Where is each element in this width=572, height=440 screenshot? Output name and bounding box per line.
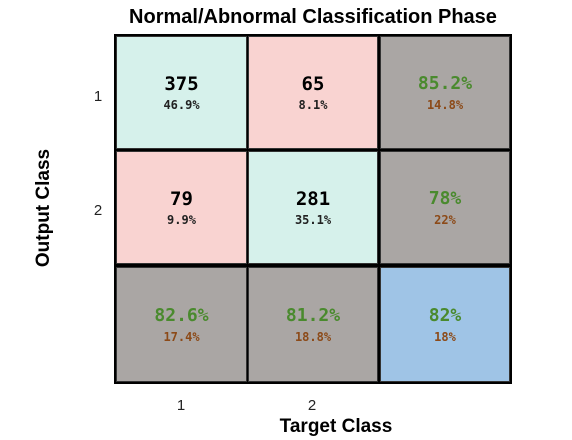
summary-error: 17.4% [163,329,200,344]
y-tick-2: 2 [93,201,103,219]
cell-percent: 35.1% [294,212,332,227]
cell-percent: 46.9% [163,97,200,112]
summary-error: 18% [434,329,456,344]
cell-r1-c2: 65 8.1% [248,36,378,149]
cell-percent: 8.1% [298,97,328,112]
summary-error: 22% [434,212,456,227]
col-summary-1: 82.6% 17.4% [116,267,247,382]
cell-r2-c1: 79 9.9% [116,151,247,264]
summary-correct: 78% [428,187,462,209]
summary-error: 14.8% [426,97,464,112]
y-tick-1: 1 [93,87,103,105]
summary-error: 18.8% [294,329,332,344]
cell-r2-c2: 281 35.1% [248,151,378,264]
chart-title: Normal/Abnormal Classification Phase [129,5,497,28]
cell-r1-c1: 375 46.9% [116,36,247,149]
summary-correct: 81.2% [285,304,341,326]
col-summary-2: 81.2% 18.8% [248,267,378,382]
confusion-matrix: 375 46.9% 65 8.1% 85.2% 14.8% 79 9.9% 28… [114,34,512,384]
cell-count: 65 [301,72,325,95]
summary-correct: 85.2% [417,72,473,94]
row-summary-2: 78% 22% [380,151,510,264]
row-summary-1: 85.2% 14.8% [380,36,510,149]
x-axis-label: Target Class [279,416,393,437]
cell-count: 375 [164,72,199,95]
cell-count: 281 [295,187,331,210]
x-tick-2: 2 [307,396,317,414]
y-axis-label: Output Class [33,148,54,268]
cell-count: 79 [170,187,193,210]
summary-correct: 82% [428,304,462,326]
cell-percent: 9.9% [167,212,196,227]
summary-correct: 82.6% [154,304,209,326]
x-tick-1: 1 [176,396,186,414]
overall-summary: 82% 18% [380,267,510,382]
